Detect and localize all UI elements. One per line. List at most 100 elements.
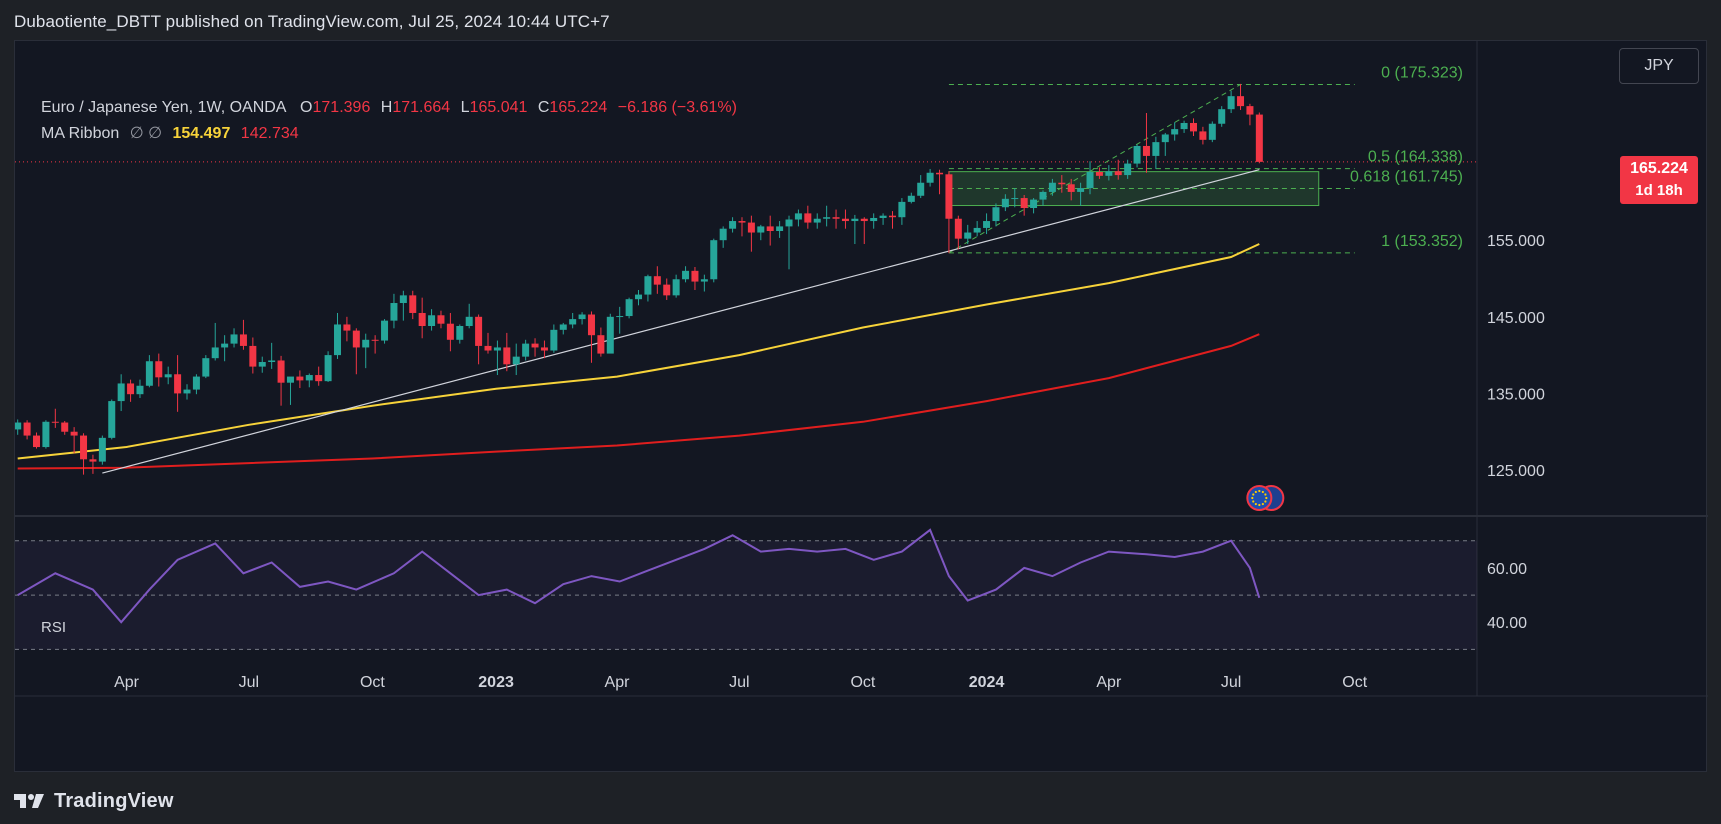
candle [33,432,41,449]
candle-body [644,276,652,295]
candle [841,209,849,229]
candle [954,215,962,250]
candle-body [522,343,530,357]
candle [597,327,605,357]
candle-body [700,279,708,282]
candle-body [757,226,765,233]
candle [399,290,407,321]
candle-body [578,314,586,320]
candle [729,217,737,233]
candle [870,213,878,229]
candle-body [174,374,182,394]
time-axis-month-label: Jul [1221,674,1241,691]
candle [117,374,125,412]
candle-body [1218,109,1226,124]
candle-body [503,347,511,365]
fibonacci-retracement: 0 (175.323) 0.5 (164.338) 0.618 (161.745) 1… [948,64,1463,254]
candle-body [983,221,991,228]
rsi-line [17,528,1261,624]
candle [710,238,718,283]
candle [832,209,840,229]
candle-body [268,360,276,363]
flag-star [1254,502,1257,506]
candle [1255,112,1263,164]
candle-body [1208,123,1216,140]
candle [550,324,558,353]
candle [1142,113,1150,173]
candle [164,366,172,385]
rsi-axis-label: 40.00 [1487,615,1527,632]
candle [794,209,802,227]
candle [1124,159,1132,179]
candle [644,274,652,302]
candle-body [1095,172,1103,176]
footer: TradingView [14,786,174,816]
candle-countdown: 1d 18h [1635,182,1683,199]
candle [625,297,633,319]
candle [907,192,915,204]
candle [766,215,774,246]
price-axis-label: 145.000 [1487,310,1545,327]
candle-body [606,316,614,354]
candle-body [512,356,520,365]
candle [879,213,887,225]
candle-body [531,343,539,348]
candle [917,175,925,199]
candle-body [729,221,737,229]
candle-body [841,218,849,222]
candle-body [1161,134,1169,143]
candle-body [70,431,78,436]
candle-body [766,226,774,231]
current-price-value: 165.224 [1630,160,1688,177]
candle-body [324,355,332,382]
flag-star [1258,489,1261,493]
high-value: 171.664 [392,99,451,116]
candle [945,171,953,254]
candle-body [343,324,351,331]
tradingview-logo-icon[interactable] [14,792,48,810]
candle-body [371,339,379,341]
candle [1199,126,1207,145]
candle-body [155,361,163,378]
candle [738,217,746,237]
ma-ribbon-label[interactable]: MA Ribbon [41,125,120,142]
chart-area[interactable]: 0 (175.323) 0.5 (164.338) 0.618 (161.745) 1… [14,40,1708,773]
candle-body [399,295,407,304]
candle-body [1189,122,1197,132]
symbol-title[interactable]: Euro / Japanese Yen, 1W, OANDA [41,99,286,116]
candle [42,420,50,449]
candle-body [136,385,144,395]
candle-body [794,213,802,220]
candle [145,355,153,388]
fib-level-label: 0 (175.323) [1381,64,1463,81]
candle-body [888,215,896,218]
close-label: C [537,99,550,116]
candle [174,355,182,412]
candle-body [80,435,88,460]
candle-body [211,347,219,359]
candle-body [1114,171,1122,176]
candle [785,215,793,270]
chart-canvas[interactable]: 0 (175.323) 0.5 (164.338) 0.618 (161.745) 1… [15,41,1708,773]
candle [1001,194,1009,212]
candle-body [1133,145,1141,164]
candle-body [61,422,69,432]
ma-legend-row: MA Ribbon ∅ ∅ 154.497 142.734 [41,121,737,147]
candle [418,297,426,339]
candle [1020,194,1028,216]
candle [540,340,548,359]
candle-body [484,345,492,351]
ma-slow-line [17,333,1260,470]
candle [315,366,323,386]
flag-star [1261,490,1264,494]
candle [1011,188,1019,208]
rsi-label[interactable]: RSI [41,619,67,636]
candle [700,274,708,292]
flag-star [1252,493,1255,496]
candle-body [1237,96,1245,107]
footer-brand[interactable]: TradingView [54,789,174,812]
flag-star [1254,490,1257,494]
candle-body [1124,163,1132,176]
candle-body [1171,129,1179,135]
currency-button[interactable]: JPY [1619,48,1699,84]
